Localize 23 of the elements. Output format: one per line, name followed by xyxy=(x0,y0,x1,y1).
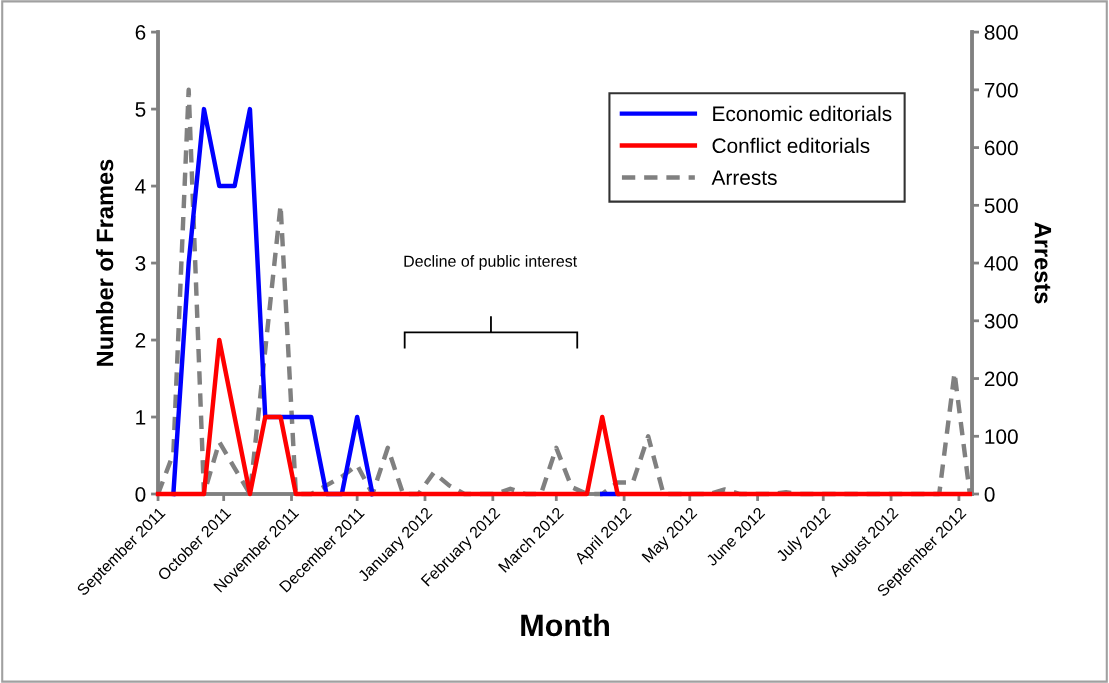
y-tick-label: 0 xyxy=(135,487,146,502)
y-tick-label: 4 xyxy=(135,179,146,194)
y2-tick-label: 500 xyxy=(984,198,1018,214)
annotation: Decline of public interest xyxy=(404,255,578,270)
y2-tick-label: 600 xyxy=(984,140,1018,156)
y2-axis-title: Arrests xyxy=(1034,222,1052,304)
y2-tick-label: 300 xyxy=(984,313,1018,329)
y2-tick-label: 700 xyxy=(984,82,1018,98)
legend-label: Arrests xyxy=(711,170,777,185)
y2-tick-label: 400 xyxy=(984,256,1018,271)
y-tick-label: 6 xyxy=(135,25,146,40)
y-axis-title: Number of Frames xyxy=(95,159,114,366)
y-tick-label: 2 xyxy=(135,333,146,348)
legend-label: Economic editorials xyxy=(713,105,892,122)
y2-tick-label: 200 xyxy=(984,371,1018,387)
y-tick-label: 3 xyxy=(135,256,146,271)
x-axis-title: Month xyxy=(521,613,609,637)
legend-label: Conflict editorials xyxy=(712,137,870,154)
y2-tick-label: 800 xyxy=(984,25,1018,40)
y-tick-label: 5 xyxy=(135,102,146,117)
y2-tick-label: 100 xyxy=(985,429,1018,445)
y-tick-label: 1 xyxy=(136,410,146,425)
y2-tick-label: 0 xyxy=(984,487,995,502)
